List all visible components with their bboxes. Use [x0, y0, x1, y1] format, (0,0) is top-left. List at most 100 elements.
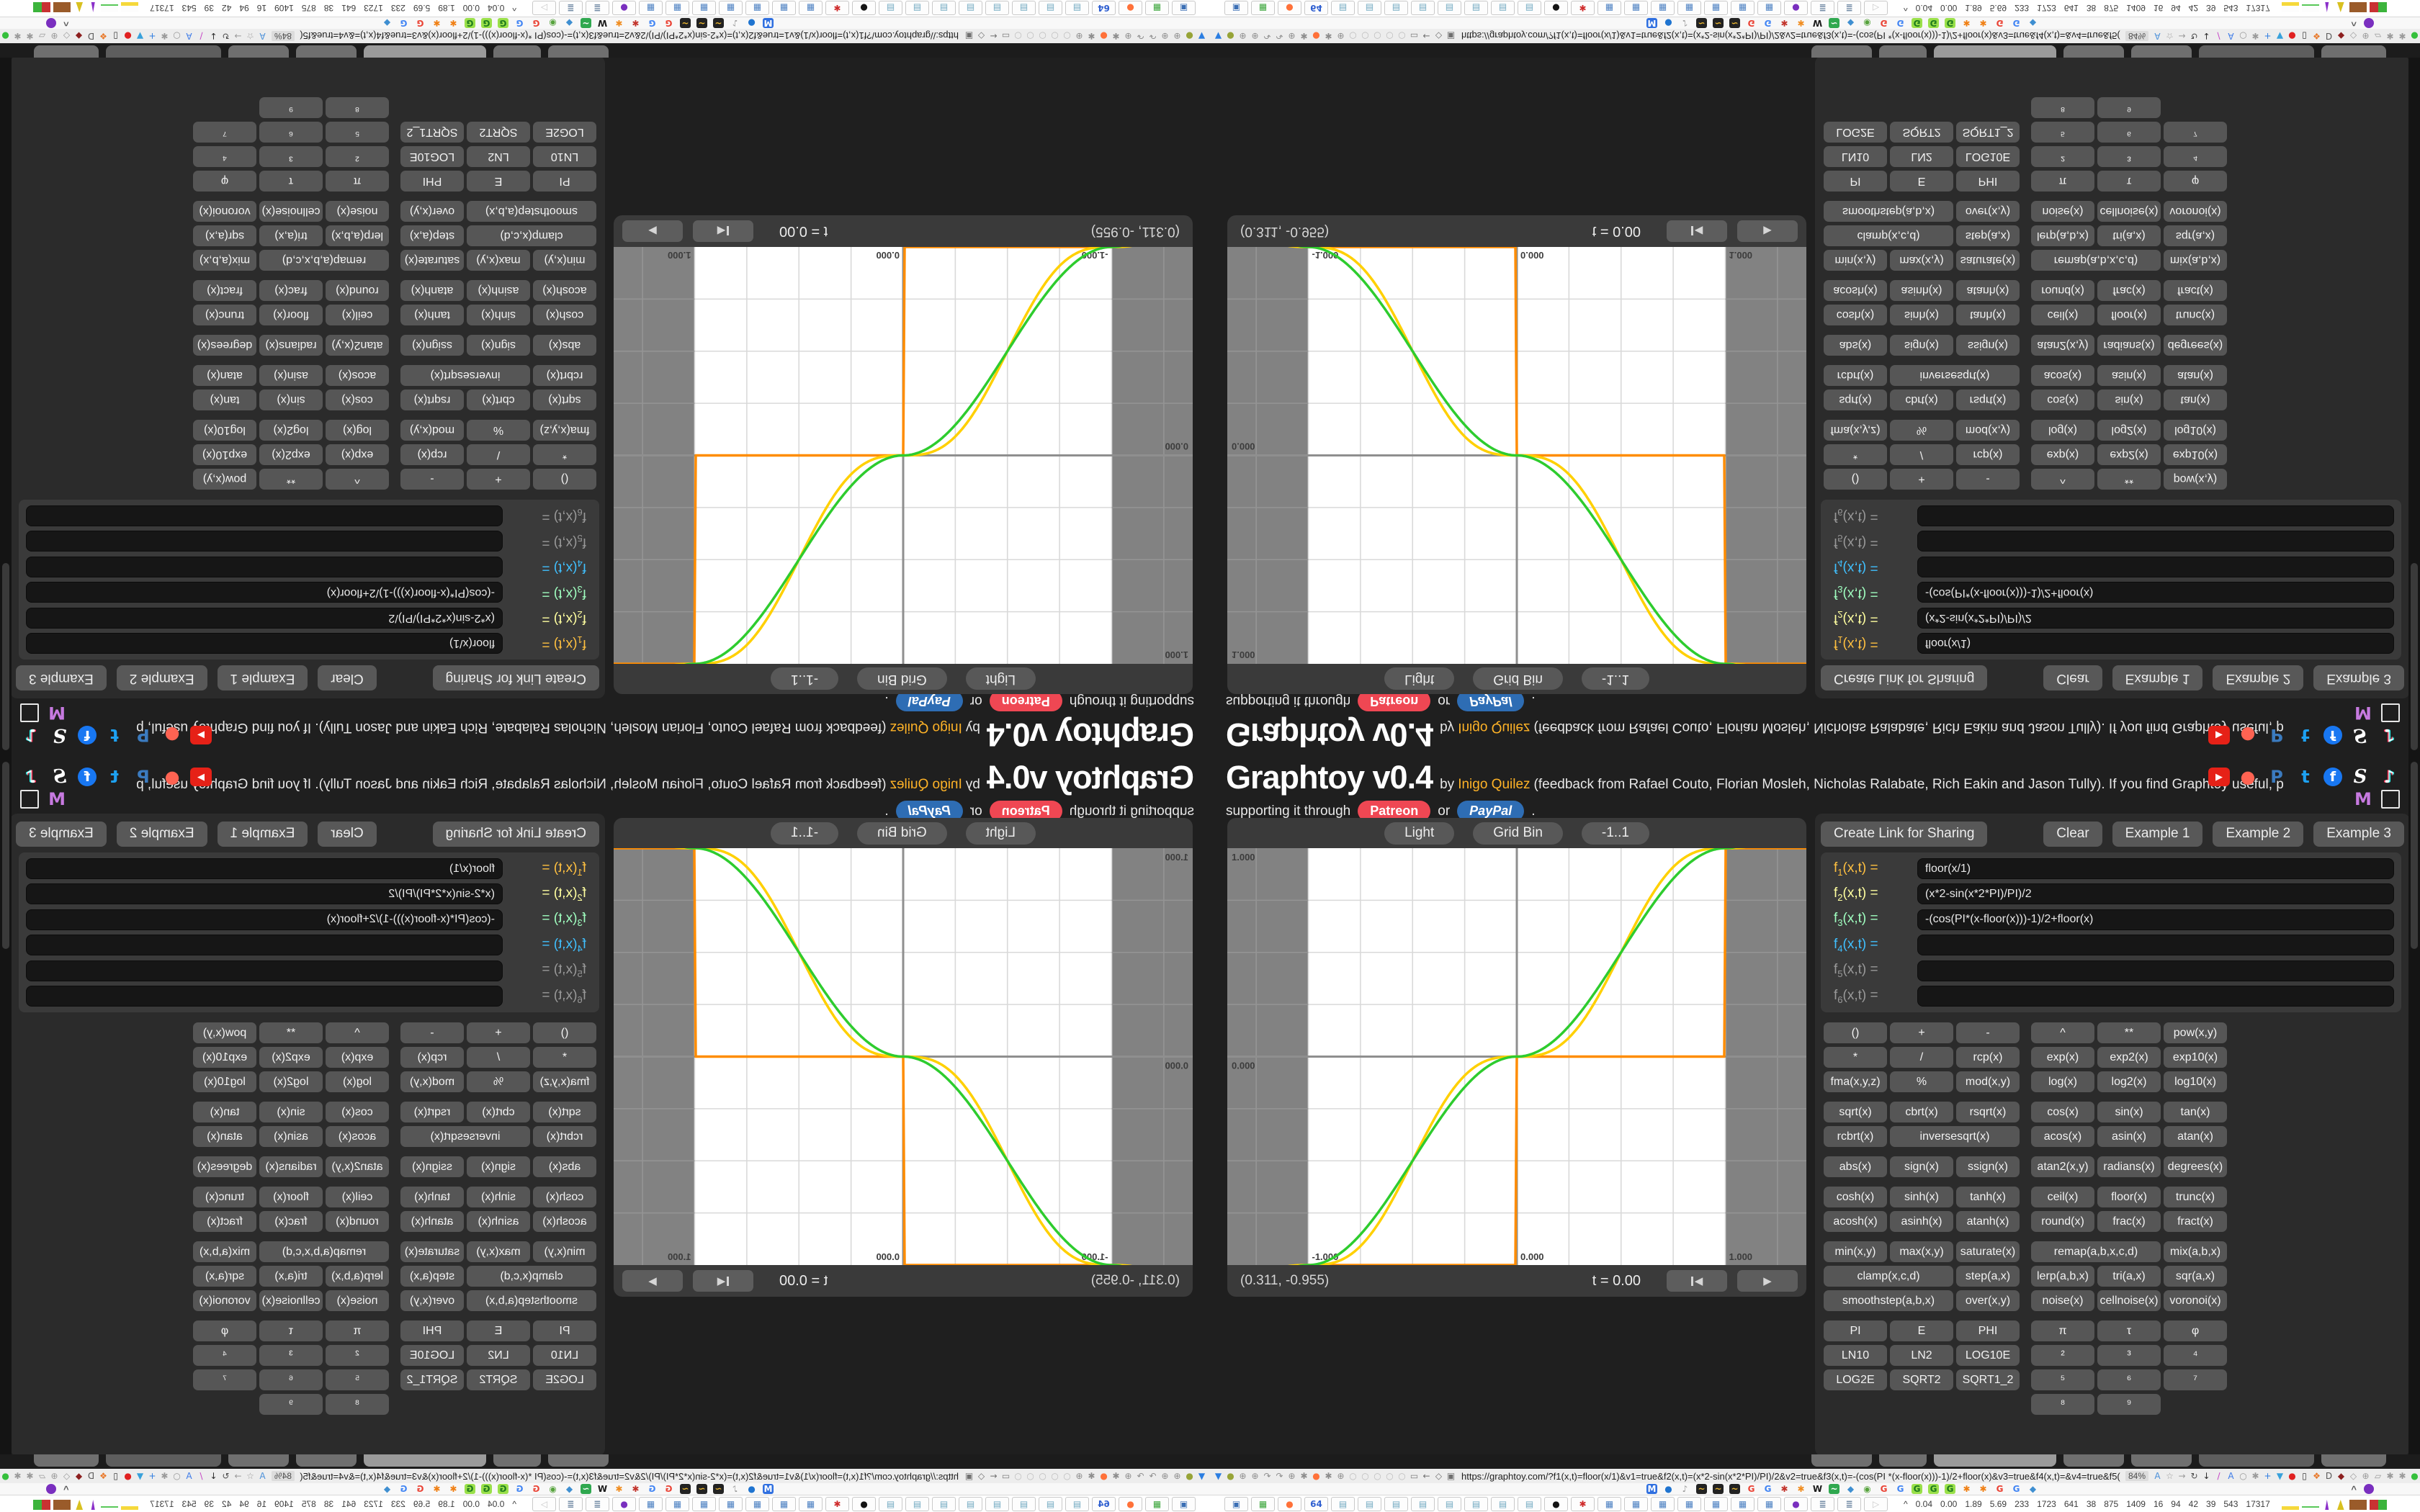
wrench-icon[interactable]: ✱ [2386, 31, 2394, 41]
green-dot-icon[interactable]: ● [2411, 1471, 2419, 1481]
function-button[interactable]: log10(x) [2164, 420, 2227, 441]
globe-icon[interactable]: ⊕ [1239, 1471, 1247, 1481]
globe-icon[interactable]: ⊕ [1288, 31, 1296, 41]
function-button[interactable]: LOG10E [1956, 1345, 2020, 1366]
function-button[interactable]: () [1824, 1022, 1887, 1043]
function-button[interactable]: lerp(a,b,x) [2031, 1266, 2094, 1287]
gear-icon[interactable]: ✱ [1088, 31, 1095, 41]
function-button[interactable]: ssign(x) [400, 1156, 464, 1177]
function-button[interactable]: mix(a,b,x) [193, 250, 256, 271]
translate-icon[interactable]: A [2228, 31, 2234, 41]
google-favicon[interactable]: G [2012, 1484, 2020, 1494]
notepad-window-icon[interactable]: ▤ [1012, 1, 1036, 15]
folder-icon[interactable]: ▭ [1410, 31, 1419, 41]
google-favicon[interactable]: G [416, 1484, 424, 1494]
shield-icon[interactable]: ◇ [977, 1471, 985, 1481]
globe-icon[interactable]: ⊕ [1288, 1471, 1296, 1481]
page-scrollbar[interactable] [0, 756, 12, 1454]
function-button[interactable]: exp2(x) [2097, 1047, 2161, 1068]
frame-icon[interactable] [2381, 790, 2400, 809]
monitor-window-icon[interactable]: ▣ [1172, 1, 1196, 15]
google-green-favicon[interactable]: G [1912, 1484, 1922, 1494]
lock-icon[interactable]: ▣ [964, 31, 974, 41]
function-button[interactable]: ceil(x) [326, 1187, 389, 1207]
function-button[interactable]: ⁵ [2031, 1369, 2094, 1390]
notepad-window-icon[interactable]: ▤ [905, 1497, 929, 1511]
dim-extension-icon[interactable]: ○ [1063, 31, 1071, 41]
function-button[interactable]: cbrt(x) [467, 1102, 530, 1122]
function-button[interactable]: - [400, 1022, 464, 1043]
function-button[interactable]: () [533, 1022, 596, 1043]
compass-favicon[interactable]: ◉ [549, 18, 557, 28]
google-favicon[interactable]: G [648, 1484, 656, 1494]
function-button[interactable]: ⁷ [193, 122, 256, 143]
function-button[interactable]: ⁸ [326, 97, 389, 118]
function-button[interactable]: % [467, 1071, 530, 1092]
dim-extension-icon[interactable]: ○ [1026, 1471, 1034, 1481]
function-button[interactable]: over(x,y) [1956, 1290, 2020, 1311]
patreon-icon[interactable]: ● [164, 725, 180, 745]
function-button[interactable]: E [467, 1320, 530, 1341]
formula-input[interactable] [1917, 858, 2394, 879]
download-icon[interactable]: ↓ [210, 31, 218, 41]
function-button[interactable]: ² [326, 1345, 389, 1366]
globe-icon[interactable]: ⊕ [1124, 31, 1132, 41]
function-button[interactable]: rcp(x) [1956, 444, 2020, 465]
share-node-icon[interactable]: ❖ [2313, 31, 2321, 41]
lock-icon[interactable]: ▣ [964, 1471, 974, 1481]
function-button[interactable]: clamp(x,c,d) [467, 1266, 596, 1287]
zoom-level-badge[interactable]: 84% [272, 1471, 295, 1481]
monitor-window-icon[interactable]: ▣ [1172, 1497, 1196, 1511]
browser-tab[interactable] [493, 1454, 541, 1467]
function-button[interactable]: asin(x) [259, 365, 323, 386]
translate-icon[interactable]: A [186, 1471, 192, 1481]
back-arrow-icon[interactable]: ← [1422, 31, 1430, 41]
function-button[interactable]: round(x) [2031, 280, 2094, 301]
red-gear-window-icon[interactable]: ✱ [1571, 1, 1595, 15]
function-button[interactable]: log10(x) [193, 420, 256, 441]
cube-favicon[interactable]: ◆ [2029, 1484, 2037, 1494]
play-button[interactable]: ▶ [1737, 1270, 1798, 1292]
range-mode-button[interactable]: -1..1 [1581, 667, 1649, 690]
function-button[interactable]: voronoi(x) [193, 1290, 256, 1311]
function-button[interactable]: cos(x) [326, 1102, 389, 1122]
record-icon[interactable]: ● [2288, 1471, 2296, 1481]
function-button[interactable]: inversesqrt(x) [400, 365, 530, 386]
function-button[interactable]: exp10(x) [193, 444, 256, 465]
reload-icon[interactable]: ↻ [2190, 1471, 2198, 1481]
share-node-icon[interactable]: ❖ [99, 31, 107, 41]
gear-icon[interactable]: ✱ [14, 1471, 22, 1481]
browser-tab[interactable] [228, 45, 289, 58]
function-button[interactable]: + [467, 1022, 530, 1043]
dim-extension-icon[interactable]: ○ [1398, 1471, 1406, 1481]
function-button[interactable]: log(x) [2031, 420, 2094, 441]
function-button[interactable]: LN2 [467, 146, 530, 167]
rewind-button[interactable]: ◀ [1667, 1270, 1727, 1292]
google-green-favicon[interactable]: G [1912, 18, 1922, 28]
gear-icon[interactable]: ✱ [1088, 1471, 1095, 1481]
function-button[interactable]: ceil(x) [2031, 1187, 2094, 1207]
record-icon[interactable]: ● [124, 1471, 132, 1481]
function-button[interactable]: mod(x,y) [1956, 1071, 2020, 1092]
reader-mode-icon[interactable]: A [2154, 1471, 2161, 1481]
graph-canvas[interactable]: 1.000 0.000 -1.000 0.000 1.000 [1226, 778, 1808, 1475]
scrollbar-thumb[interactable] [2, 563, 9, 750]
function-button[interactable]: fma(x,y,z) [1824, 1071, 1887, 1092]
floppy64-window-icon[interactable]: 64 [1304, 1497, 1328, 1511]
cat-window-icon[interactable]: ● [1544, 1, 1568, 15]
frame-icon[interactable] [20, 703, 39, 722]
function-button[interactable]: step(a,x) [400, 225, 464, 246]
function-button[interactable]: voronoi(x) [2164, 1290, 2227, 1311]
function-button[interactable]: acosh(x) [533, 280, 596, 301]
plus-icon[interactable]: + [2264, 31, 2272, 41]
grid-mode-button[interactable]: Grid Bin [1473, 667, 1563, 690]
calculator-window-icon[interactable]: ▦ [1677, 1, 1701, 15]
graph-canvas[interactable]: 1.000 0.000 -1.000 0.000 1.000 [612, 37, 1194, 734]
reload-icon[interactable]: ↻ [222, 1471, 230, 1481]
dim-extension-icon[interactable]: ○ [1349, 31, 1357, 41]
cube-favicon[interactable]: ◆ [383, 18, 391, 28]
function-button[interactable]: SQRT2 [1890, 1369, 1953, 1390]
red-gear-window-icon[interactable]: ✱ [1571, 1497, 1595, 1511]
redo-arc-icon[interactable]: ↷ [1263, 1471, 1271, 1481]
function-button[interactable]: / [467, 1047, 530, 1068]
